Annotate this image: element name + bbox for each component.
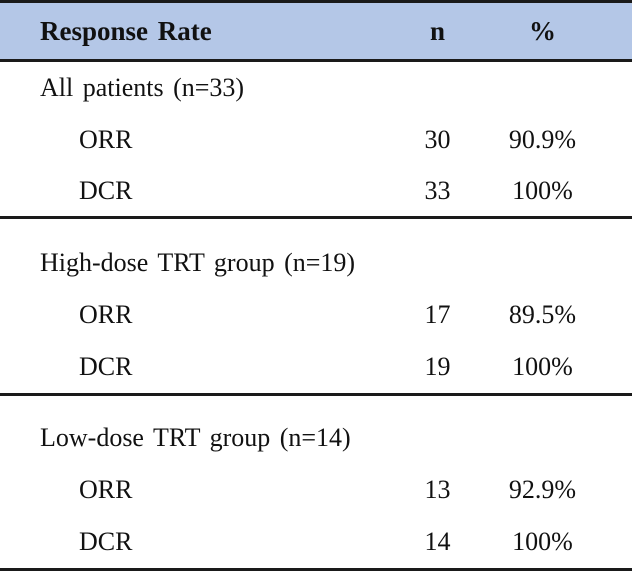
row-n: 30 (424, 124, 451, 154)
section-low-dose: Low-dose TRT group (n=14) ORR 13 92.9% D… (0, 396, 632, 571)
header-n: n (429, 15, 446, 46)
row-percent: 90.9% (508, 124, 577, 154)
table-row: DCR 19 100% (0, 341, 632, 393)
group-row: High-dose TRT group (n=19) (0, 237, 632, 289)
row-label: ORR (79, 475, 133, 504)
header-response-rate: Response Rate (40, 15, 212, 46)
row-percent: 100% (512, 175, 573, 205)
table-row: ORR 30 90.9% (0, 114, 632, 165)
table-row: DCR 14 100% (0, 516, 632, 568)
table-row: DCR 33 100% (0, 165, 632, 216)
row-n: 33 (424, 175, 451, 205)
group-row: Low-dose TRT group (n=14) (0, 412, 632, 464)
row-percent: 100% (512, 527, 573, 556)
row-percent: 100% (512, 352, 573, 381)
group-label: All patients (n=33) (40, 73, 245, 102)
group-label: Low-dose TRT group (n=14) (40, 423, 351, 452)
row-label: ORR (79, 124, 133, 154)
row-percent: 89.5% (508, 300, 577, 329)
table-row: ORR 13 92.9% (0, 464, 632, 516)
row-n: 14 (424, 527, 451, 556)
row-n: 17 (424, 300, 451, 329)
row-label: DCR (79, 352, 133, 381)
row-label: ORR (79, 300, 133, 329)
row-n: 13 (424, 475, 451, 504)
section-all-patients: All patients (n=33) ORR 30 90.9% DCR 33 … (0, 62, 632, 219)
row-n: 19 (424, 352, 451, 381)
group-row: All patients (n=33) (0, 62, 632, 114)
row-percent: 92.9% (508, 475, 577, 504)
table-row: ORR 17 89.5% (0, 289, 632, 341)
row-label: DCR (79, 175, 133, 205)
group-label: High-dose TRT group (n=19) (40, 248, 356, 277)
table-header: Response Rate n % (0, 0, 632, 62)
header-percent: % (529, 15, 556, 46)
row-label: DCR (79, 527, 133, 556)
section-high-dose: High-dose TRT group (n=19) ORR 17 89.5% … (0, 219, 632, 396)
